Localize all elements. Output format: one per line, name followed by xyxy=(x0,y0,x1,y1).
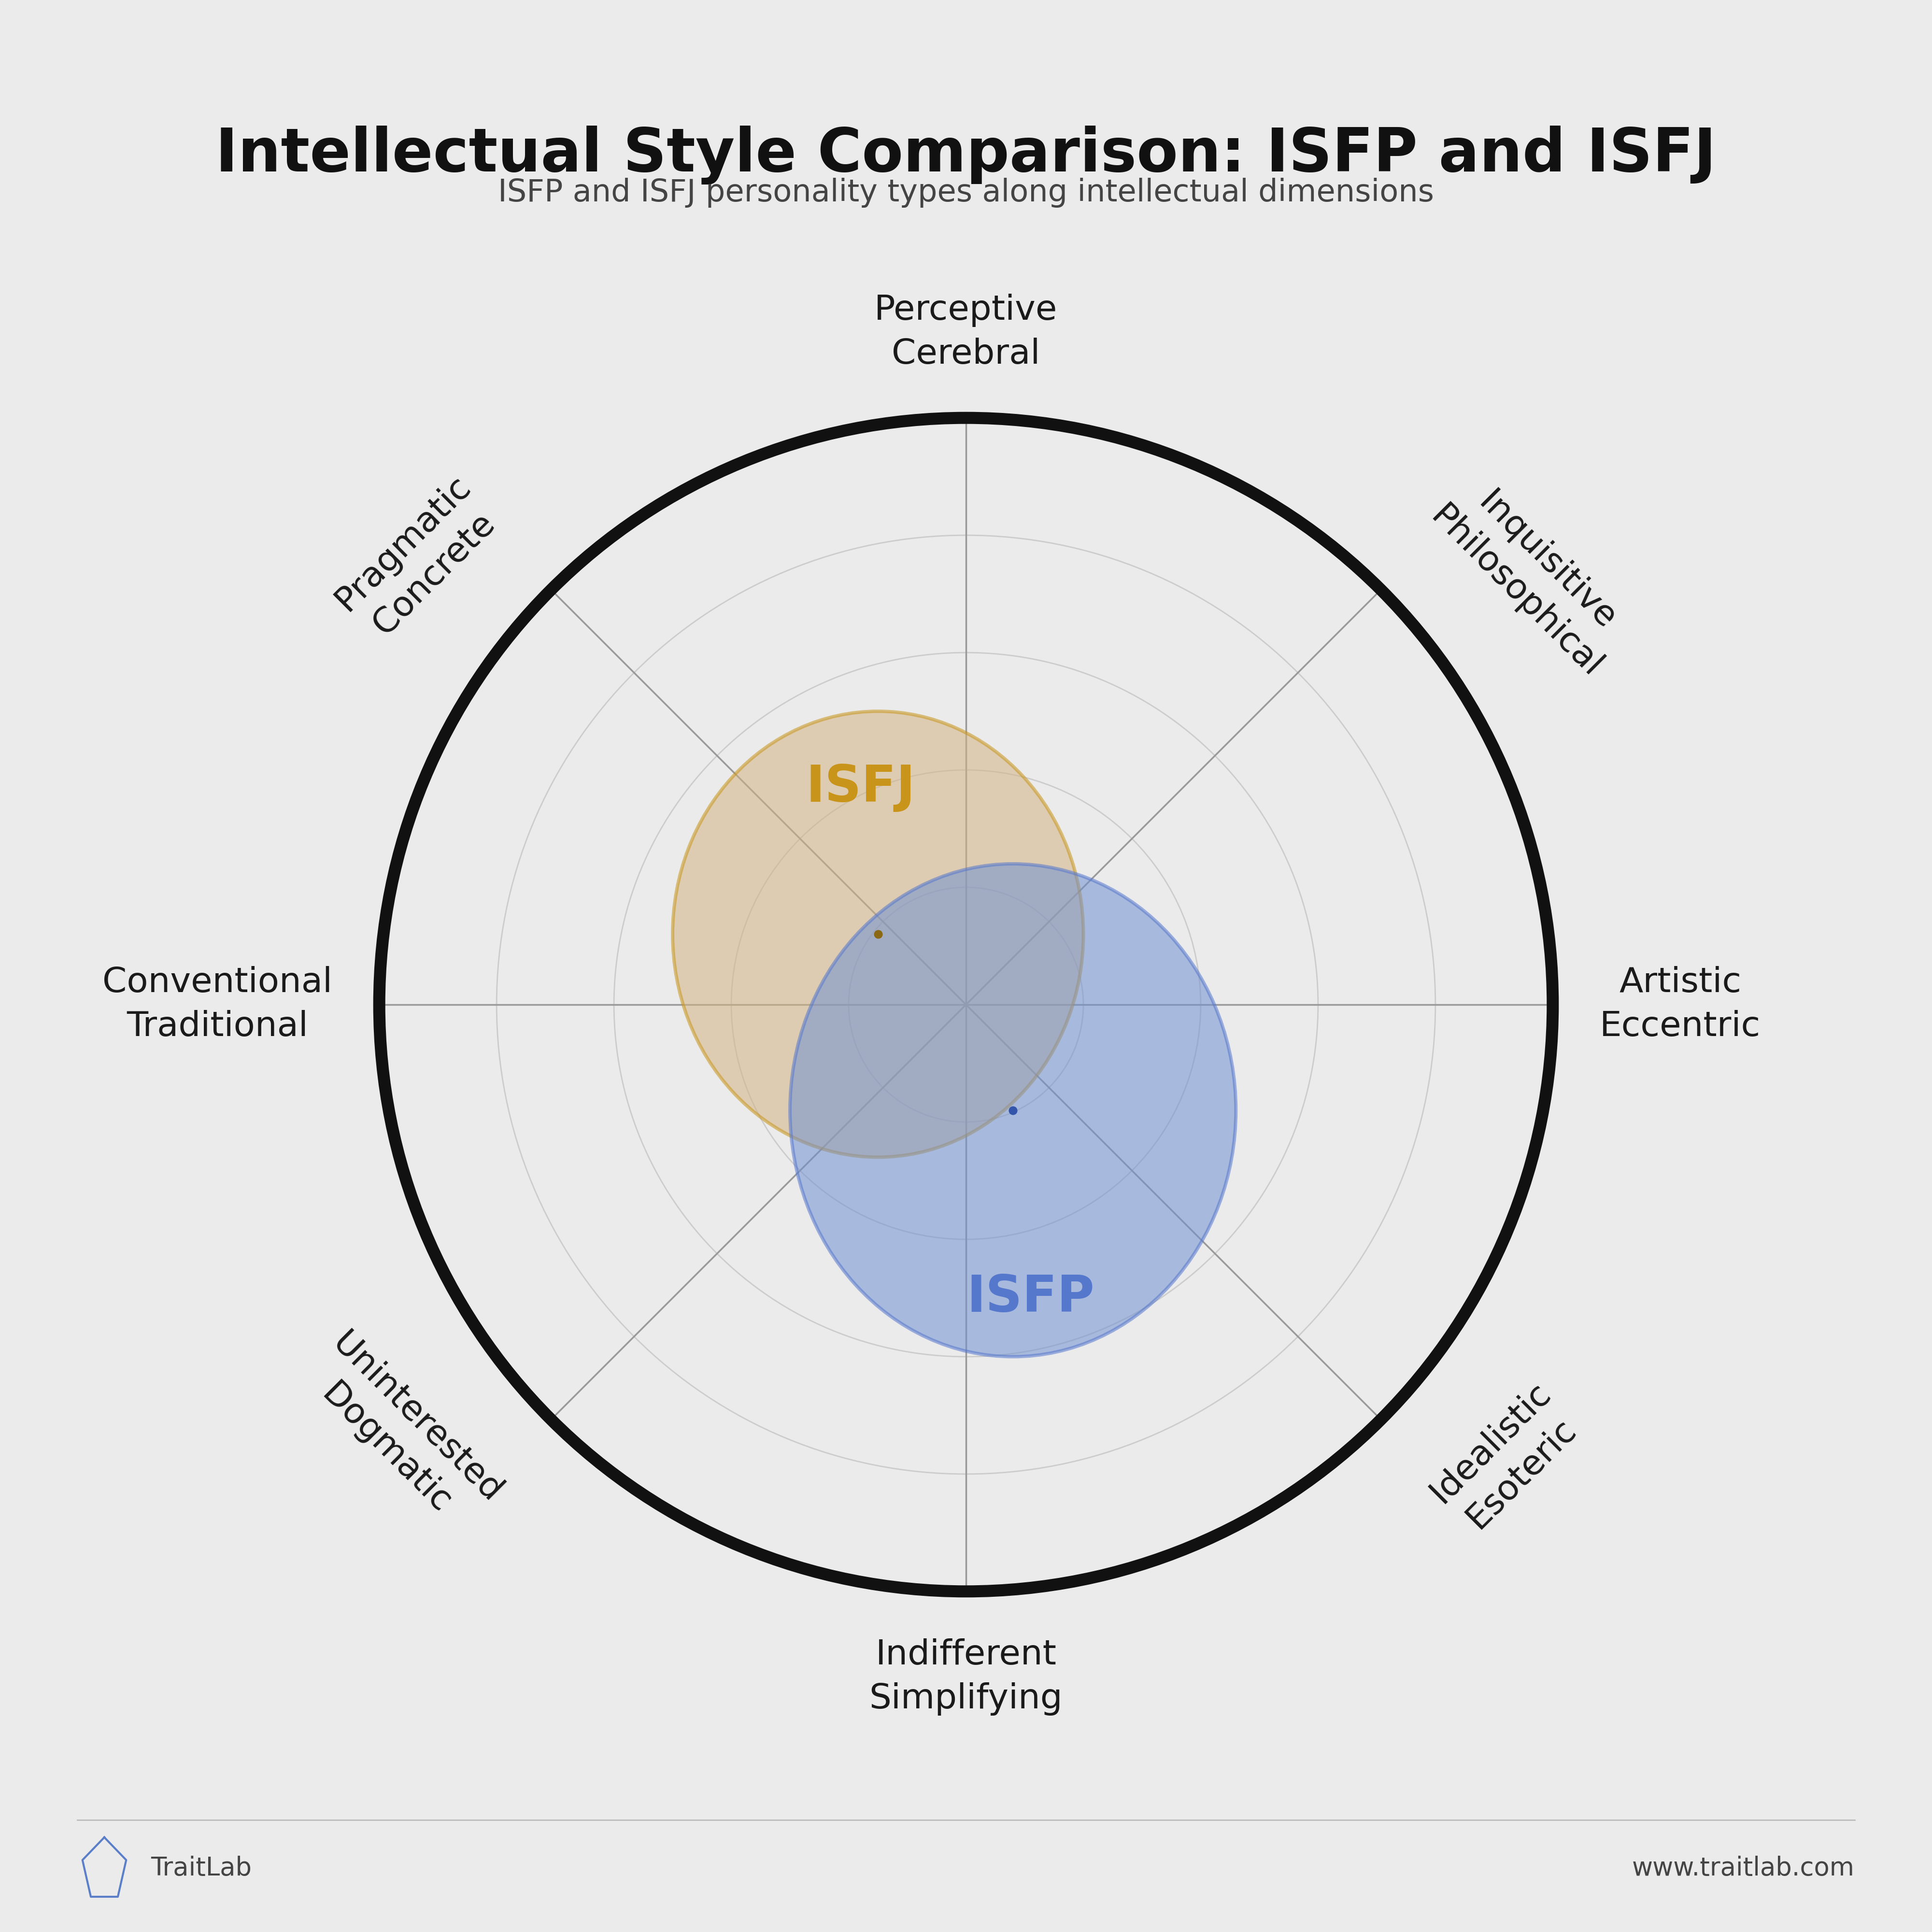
Text: ISFP and ISFJ personality types along intellectual dimensions: ISFP and ISFJ personality types along in… xyxy=(498,178,1434,207)
Text: TraitLab: TraitLab xyxy=(151,1855,251,1882)
Text: Artistic
Eccentric: Artistic Eccentric xyxy=(1600,966,1760,1043)
Text: www.traitlab.com: www.traitlab.com xyxy=(1633,1855,1855,1882)
Text: Uninterested
Dogmatic: Uninterested Dogmatic xyxy=(296,1327,508,1540)
Text: Pragmatic
Concrete: Pragmatic Concrete xyxy=(328,469,508,647)
Text: Idealistic
Esoteric: Idealistic Esoteric xyxy=(1424,1376,1588,1540)
Text: Intellectual Style Comparison: ISFP and ISFJ: Intellectual Style Comparison: ISFP and … xyxy=(216,126,1716,185)
Text: ISFJ: ISFJ xyxy=(806,763,916,811)
Text: Inquisitive
Philosophical: Inquisitive Philosophical xyxy=(1424,469,1638,684)
Text: Indifferent
Simplifying: Indifferent Simplifying xyxy=(869,1638,1063,1716)
Ellipse shape xyxy=(672,711,1084,1157)
Text: Perceptive
Cerebral: Perceptive Cerebral xyxy=(875,294,1057,371)
Text: Conventional
Traditional: Conventional Traditional xyxy=(102,966,332,1043)
Text: ISFP: ISFP xyxy=(966,1273,1095,1323)
Ellipse shape xyxy=(790,864,1236,1356)
